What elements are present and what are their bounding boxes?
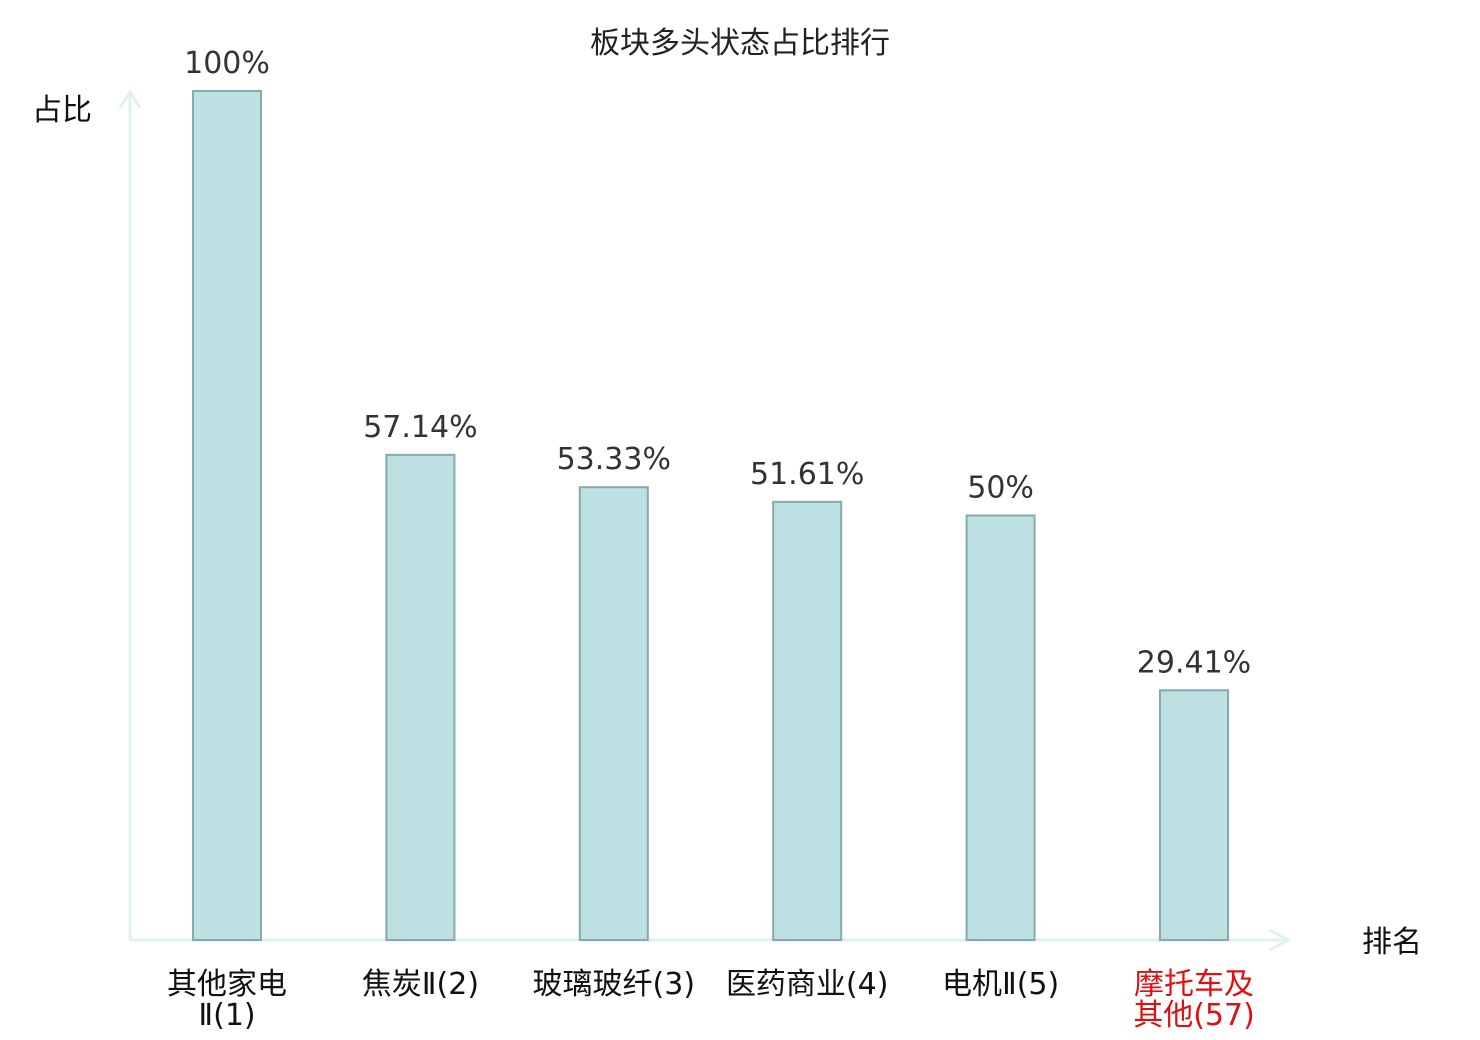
- category-label: 电机Ⅱ(5): [942, 967, 1059, 1002]
- bar: [965, 514, 1036, 941]
- category-label: 玻璃玻纤(3): [533, 967, 696, 1002]
- data-label: 100%: [184, 46, 270, 81]
- category-label: 其他家电: [167, 967, 287, 1002]
- axes: [118, 89, 1292, 952]
- x-axis-arrowhead: [1269, 928, 1292, 952]
- data-label: 29.41%: [1137, 645, 1251, 680]
- data-label: 51.61%: [750, 457, 864, 492]
- data-label: 57.14%: [363, 410, 477, 445]
- category-label-line2: Ⅱ(1): [198, 998, 255, 1033]
- bar: [578, 486, 649, 941]
- category-label: 焦炭Ⅱ(2): [362, 967, 479, 1002]
- y-axis-label: 占比: [32, 93, 92, 128]
- data-label: 53.33%: [557, 442, 671, 477]
- bar: [1159, 689, 1229, 941]
- x-axis-label: 排名: [1362, 925, 1422, 960]
- data-label: 50%: [967, 471, 1034, 506]
- y-axis-arrowhead: [118, 89, 142, 109]
- chart-title: 板块多头状态占比排行: [590, 26, 890, 61]
- bar: [192, 90, 262, 941]
- bar: [385, 453, 456, 941]
- category-label-line2: 其他(57): [1133, 998, 1255, 1033]
- value-labels-group: 100% 57.14% 53.33% 51.61% 50% 29.41%: [184, 46, 1251, 680]
- bars-group: [192, 90, 1229, 941]
- category-label: 摩托车及: [1134, 967, 1254, 1002]
- bar: [772, 500, 843, 941]
- category-label: 医药商业(4): [726, 967, 889, 1002]
